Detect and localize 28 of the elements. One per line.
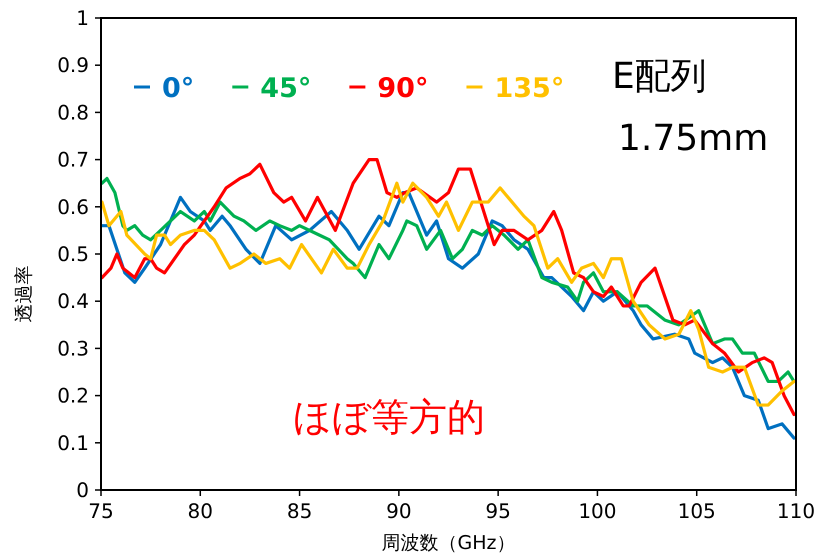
y-tick-label: 0.9 (57, 53, 89, 78)
y-tick-label: 0.6 (57, 194, 89, 219)
y-tick-label: 0.3 (57, 336, 89, 360)
y-axis-title: 透過率 (13, 266, 35, 322)
y-tick-label: 1 (76, 6, 89, 30)
x-tick-label: 105 (678, 499, 716, 523)
legend-label: 135° (494, 73, 564, 104)
x-tick-label: 100 (578, 499, 617, 523)
y-tick-label: 0 (76, 478, 89, 502)
x-tick-label: 110 (776, 499, 816, 523)
annotation: ほぼ等方的 (293, 395, 485, 439)
legend-label: 90° (377, 73, 428, 104)
x-tick-label: 90 (386, 499, 412, 523)
x-tick-label: 95 (485, 499, 511, 523)
x-tick-label: 75 (88, 499, 114, 523)
x-axis-title: 周波数（GHz） (382, 532, 516, 553)
legend-label: 45° (260, 73, 312, 104)
y-tick-label: 0.7 (57, 148, 89, 172)
annotation: 1.75mm (618, 118, 768, 159)
x-tick-label: 85 (286, 499, 312, 523)
legend-label: 0° (162, 73, 194, 104)
annotation: E配列 (612, 56, 707, 97)
y-tick-label: 0.2 (57, 384, 89, 408)
x-tick-label: 80 (188, 499, 214, 523)
y-tick-label: 0.5 (57, 242, 89, 266)
y-tick-label: 0.4 (57, 289, 89, 314)
y-tick-label: 0.8 (57, 100, 89, 124)
y-tick-label: 0.1 (57, 430, 89, 455)
